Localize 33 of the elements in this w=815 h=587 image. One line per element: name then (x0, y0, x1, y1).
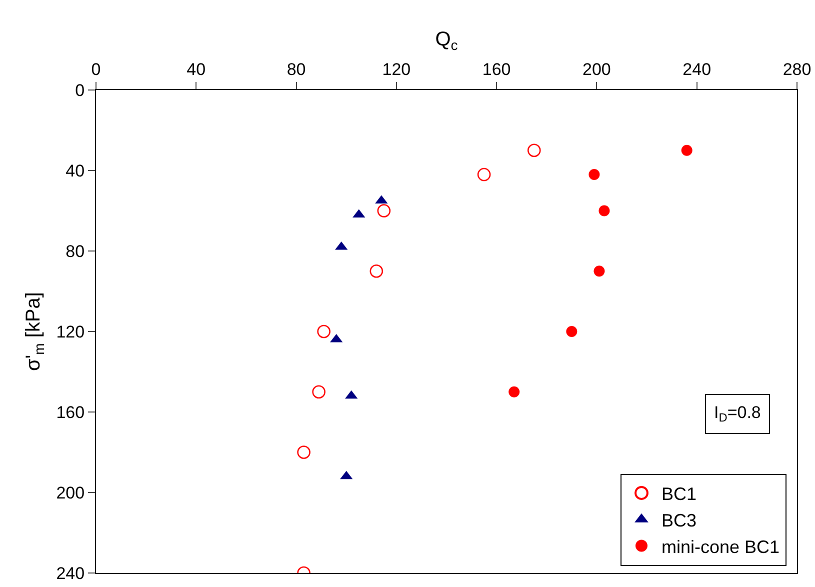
point (312, 385, 326, 399)
legend-label: BC3 (661, 510, 696, 530)
point (377, 204, 391, 218)
x-tick-label: 240 (682, 60, 712, 80)
point (566, 326, 578, 337)
point (598, 205, 610, 216)
point (297, 446, 310, 459)
point (317, 324, 330, 338)
y-tick-label: 0 (75, 80, 85, 100)
x-axis-title: Q$_{c}$ (435, 28, 458, 53)
y-tick-label: 120 (56, 322, 85, 342)
legend-label: mini-cone BC1 (661, 536, 780, 557)
x-tick-label: 160 (482, 60, 511, 80)
point (477, 168, 491, 182)
y-tick-label: 200 (56, 483, 85, 502)
y-tick-label: 80 (66, 242, 85, 261)
point (527, 144, 541, 158)
y-tick-label: 160 (56, 402, 85, 422)
point (588, 169, 600, 180)
y-tick-label: 240 (56, 564, 85, 583)
point (370, 264, 384, 278)
x-tick-label: 200 (582, 60, 611, 80)
x-tick-label: 280 (782, 60, 812, 80)
x-tick-label: 80 (286, 60, 306, 80)
y-tick-label: 40 (66, 161, 85, 180)
x-tick-label: 40 (186, 60, 206, 80)
point (594, 266, 605, 277)
point (681, 144, 692, 156)
x-tick-label: 0 (91, 60, 101, 80)
x-tick-label: 120 (382, 60, 411, 80)
annotation: I$_{D}$=0.8 (714, 403, 761, 425)
legend-label: BC1 (661, 484, 696, 504)
point (508, 386, 520, 398)
